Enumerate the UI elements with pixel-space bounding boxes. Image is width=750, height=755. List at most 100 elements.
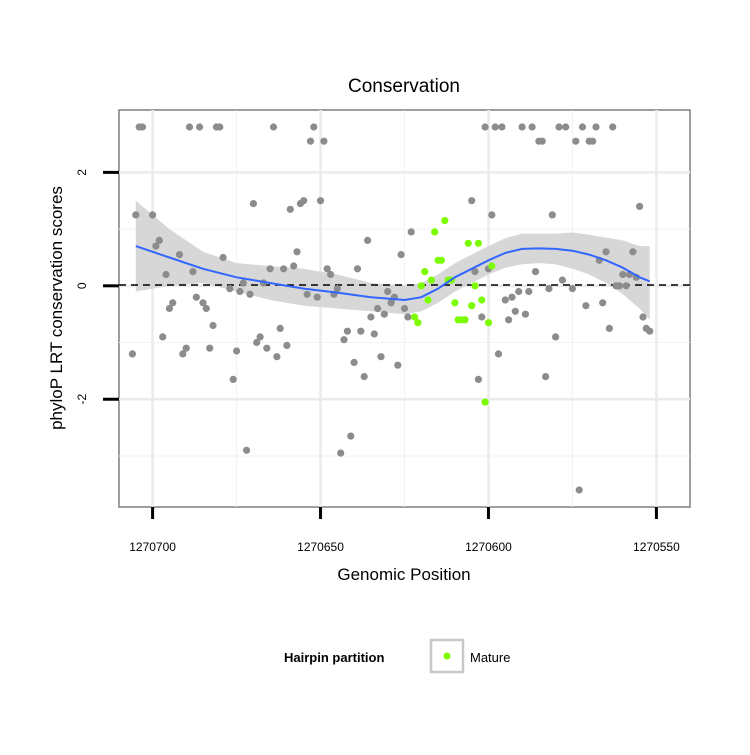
other-point [491,123,499,131]
mature-point [468,302,476,310]
other-point [568,285,577,293]
other-point [316,197,325,205]
mature-point [437,256,445,264]
other-point [189,268,197,276]
other-point [609,123,617,131]
other-point [132,211,140,219]
other-point [276,324,284,332]
other-point [501,296,509,304]
other-point [605,324,614,332]
other-point [179,350,187,358]
other-point [397,251,405,259]
other-point [263,344,271,352]
other-point [474,375,482,383]
other-point [377,353,385,361]
other-point [528,123,536,131]
other-point [246,290,254,298]
mature-point [471,282,479,290]
other-point [256,333,264,341]
other-point [407,228,415,236]
legend-label-mature: Mature [470,650,510,665]
other-point [481,123,489,131]
other-point [253,338,261,347]
mature-point [411,313,419,321]
legend: Hairpin partition Mature [284,638,510,674]
other-point [494,350,503,358]
confidence-band-area [135,200,650,320]
other-point [478,313,486,321]
other-point [236,287,244,296]
other-point [165,304,173,313]
other-point [380,310,388,318]
other-point [159,333,167,341]
other-point [518,123,526,131]
other-point [306,137,315,145]
other-point [310,123,318,131]
other-point [340,336,348,344]
other-point [521,310,530,318]
other-point [337,449,345,457]
other-point [515,287,523,296]
other-point [599,299,607,307]
other-point [249,200,257,208]
other-point [313,293,321,301]
other-point [226,285,234,293]
other-point [367,313,375,321]
other-point [333,285,341,293]
other-point [152,242,160,250]
other-point [303,290,311,298]
other-point [542,373,550,381]
x-axis: 1270700 1270650 1270600 1270550 [129,507,680,554]
other-point [128,350,136,358]
other-point [266,265,274,273]
other-point [229,375,237,383]
other-point [394,361,402,369]
x-axis-title: Genomic Position [337,565,470,584]
other-point [350,358,358,366]
other-point [629,248,637,256]
x-tick-label: 1270700 [129,540,176,554]
chart-title: Conservation [348,76,460,97]
other-point [548,211,556,219]
legend-key-mature-dot [443,652,451,660]
other-point [562,123,570,131]
other-point [552,333,560,341]
mature-point [417,282,425,290]
x-tick-label: 1270650 [297,540,344,554]
other-point [286,205,294,213]
other-point [162,270,170,279]
other-point [582,302,590,310]
other-point [269,123,278,131]
other-point [639,313,647,321]
mature-point [431,228,439,236]
other-point [468,197,476,205]
mature-point [424,296,432,304]
other-point [602,248,610,256]
other-point [149,211,157,219]
other-point [615,282,624,290]
other-point [555,123,563,131]
other-point [216,123,224,131]
other-point [400,304,409,313]
other-point [327,270,335,279]
other-point [589,137,597,145]
other-point [578,123,587,131]
other-point [343,327,351,335]
mature-point [478,296,486,304]
other-point [387,299,395,307]
other-point [364,236,372,244]
other-point [353,265,362,273]
other-point [508,293,516,301]
mature-point [481,398,489,406]
y-tick-label: 2 [75,169,89,176]
other-point [290,262,298,270]
y-tick-label: 0 [75,282,89,289]
mature-point [427,276,435,284]
other-point [169,299,177,307]
other-point [300,197,308,205]
y-axis: -2 0 2 [75,169,119,405]
other-point [357,327,365,335]
other-point [175,251,184,259]
mature-point [421,268,429,276]
